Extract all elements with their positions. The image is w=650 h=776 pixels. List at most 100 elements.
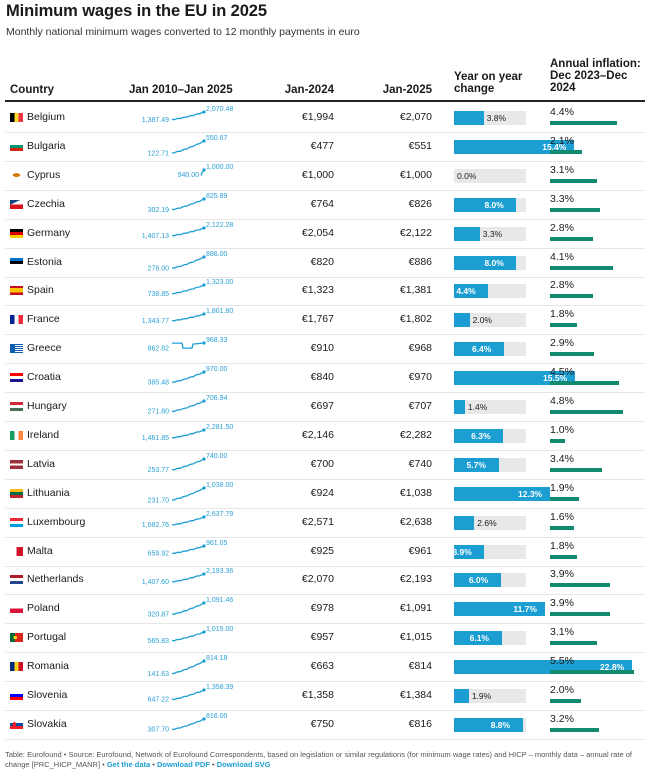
footer-separator: • xyxy=(209,760,217,769)
trend-line xyxy=(171,602,205,616)
inflation-label: 3.1% xyxy=(550,626,574,639)
trend-line xyxy=(171,226,205,237)
value-jan-2025: €961 xyxy=(408,544,432,557)
yoy-bar xyxy=(454,371,575,386)
inflation-label: 2.0% xyxy=(550,684,574,696)
trend-end-dot xyxy=(202,543,206,548)
inflation-bar xyxy=(550,236,593,241)
value-jan-2025: €1,384 xyxy=(399,689,432,701)
header-inflation-line2: Dec 2023–Dec xyxy=(550,70,628,82)
header-yoy-line2: change xyxy=(454,83,495,95)
trend-sparkline: 565.83 1,015.00 xyxy=(148,626,234,645)
value-jan-2024: €663 xyxy=(310,660,334,673)
trend-end-dot xyxy=(202,688,206,692)
yoy-label: 0.0% xyxy=(457,170,477,181)
trend-end-dot xyxy=(202,370,206,374)
country-name: Slovenia xyxy=(27,689,68,701)
trend-start-label: 565.83 xyxy=(148,638,170,645)
inflation-label: 1.6% xyxy=(550,510,574,523)
yoy-bar xyxy=(454,226,480,241)
trend-line xyxy=(172,342,205,349)
trend-start-label: 940.00 xyxy=(178,172,200,179)
table-row: Croatia 385.48 970.00 €840 €970 15.5% 4.5% xyxy=(5,363,645,394)
inflation-bar xyxy=(550,612,610,617)
inflation-bar xyxy=(550,554,578,559)
table-row: Hungary 271.80 706.94 €697 €707 1.4% 4.8% xyxy=(5,392,645,422)
value-jan-2024: €840 xyxy=(310,371,334,384)
yoy-label: 2.6% xyxy=(477,517,497,528)
yoy-bar xyxy=(454,428,504,443)
trend-end-label: 816.00 xyxy=(206,713,228,720)
inflation-bar xyxy=(550,352,595,357)
header-yoy: Year on year change xyxy=(454,71,522,95)
country-name: Portugal xyxy=(27,631,67,644)
trend-end-dot xyxy=(202,630,206,634)
yoy-bar xyxy=(454,544,485,559)
value-jan-2025: €1,038 xyxy=(399,486,432,499)
country-name: Luxembourg xyxy=(27,515,86,528)
trend-end-label: 1,015.00 xyxy=(206,626,233,633)
inflation-bar xyxy=(550,641,598,646)
country-name: Hungary xyxy=(27,400,67,412)
yoy-label: 6.4% xyxy=(471,344,492,355)
yoy-label: 3.3% xyxy=(482,228,503,239)
trend-end-label: 968.33 xyxy=(206,337,228,344)
country-name: Belgium xyxy=(27,111,65,123)
table-row: Slovakia 307.70 816.00 €750 €816 8.8% 3.2% xyxy=(5,710,645,740)
table-row: France 1,343.77 1,801.80 €1,767 €1,802 2.0% 1.… xyxy=(5,305,645,336)
value-jan-2024: €957 xyxy=(310,631,334,644)
yoy-bar-track xyxy=(454,313,526,328)
flag-icon xyxy=(10,257,23,267)
value-jan-2025: €2,282 xyxy=(399,428,432,441)
value-jan-2025: €707 xyxy=(408,400,432,412)
table-row: Ireland 1,461.85 2,281.50 €2,146 €2,282 6.3% 1… xyxy=(5,421,645,451)
trend-sparkline: 1,407.60 2,193.36 xyxy=(142,568,234,586)
table-row: Belgium 1,387.49 2,070.48 €1,994 €2,070 3.8% 4… xyxy=(5,103,645,133)
trend-end-dot xyxy=(202,399,206,403)
inflation-label: 1.8% xyxy=(550,308,574,321)
flag-icon xyxy=(10,286,23,296)
value-jan-2024: €1,767 xyxy=(301,313,334,326)
inflation-label: 3.9% xyxy=(550,568,574,581)
trend-end-dot xyxy=(202,225,206,230)
flag-icon xyxy=(10,459,23,469)
trend-start-label: 862.82 xyxy=(148,346,170,353)
value-jan-2024: €910 xyxy=(310,342,334,355)
table-row: Malta 659.92 961.05 €925 €961 3.9% 1.8% xyxy=(5,537,645,567)
download-pdf-link[interactable]: Download PDF xyxy=(156,760,210,769)
flag-icon xyxy=(10,488,23,498)
trend-end-dot xyxy=(202,514,206,519)
trend-line xyxy=(171,515,205,526)
flag-icon xyxy=(10,228,23,238)
trend-sparkline: 253.77 740.00 xyxy=(148,453,228,474)
value-jan-2024: €697 xyxy=(310,400,334,412)
value-jan-2024: €2,070 xyxy=(301,573,334,586)
trend-line xyxy=(171,313,205,322)
trend-start-label: 271.80 xyxy=(148,409,170,416)
header-inflation: Annual inflation: Dec 2023–Dec 2024 xyxy=(550,58,641,94)
trend-end-label: 550.67 xyxy=(206,135,228,142)
flag-icon xyxy=(10,633,23,643)
trend-start-label: 1,343.77 xyxy=(142,318,169,325)
yoy-bar xyxy=(454,631,502,646)
trend-line xyxy=(171,573,205,584)
get-data-link[interactable]: Get the data xyxy=(106,760,151,769)
download-svg-link[interactable]: Download SVG xyxy=(216,760,271,769)
flag-icon xyxy=(10,517,23,527)
value-jan-2024: €700 xyxy=(310,457,334,470)
trend-sparkline: 320.87 1,091.46 xyxy=(148,597,234,619)
flag-icon xyxy=(10,430,23,440)
country-name: Latvia xyxy=(27,457,56,470)
inflation-bar xyxy=(550,410,624,414)
flag-icon xyxy=(10,113,23,122)
value-jan-2025: €1,015 xyxy=(399,631,432,644)
trend-start-label: 659.92 xyxy=(148,550,170,557)
trend-start-label: 320.87 xyxy=(148,612,170,619)
value-jan-2024: €1,358 xyxy=(301,689,334,701)
trend-start-label: 141.63 xyxy=(148,671,170,678)
value-jan-2024: €925 xyxy=(310,544,334,557)
inflation-bar xyxy=(550,670,634,675)
flag-icon xyxy=(10,402,23,411)
yoy-bar xyxy=(454,284,489,299)
trend-end-dot xyxy=(202,717,206,721)
